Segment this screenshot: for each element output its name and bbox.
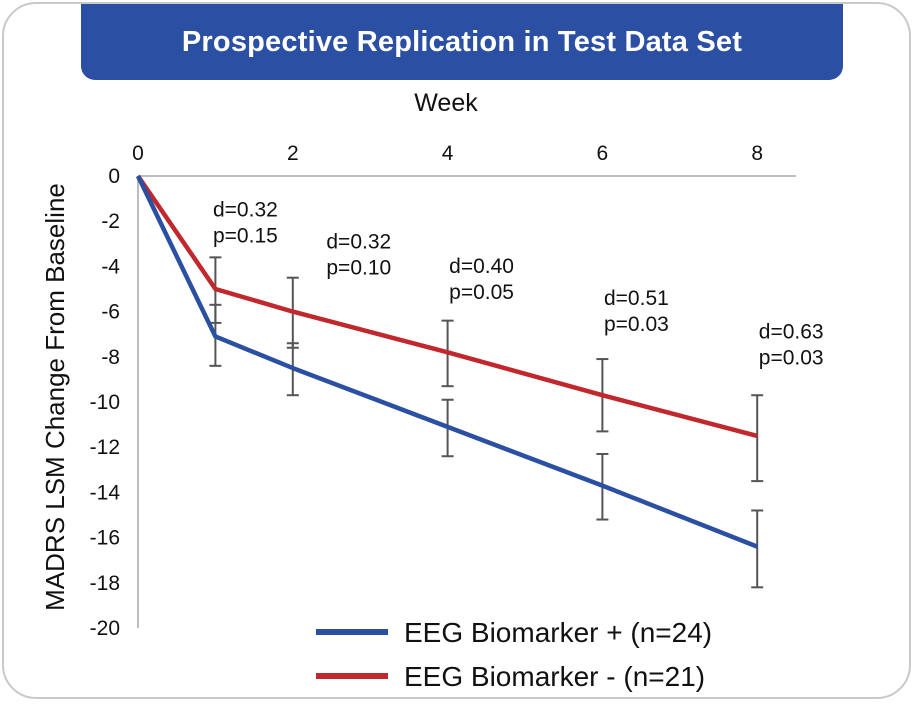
series-line: [136, 174, 758, 439]
legend-label: EEG Biomarker - (n=21): [404, 661, 705, 692]
series-lines: [135, 174, 759, 549]
annotation-p: p=0.15: [213, 225, 278, 248]
y-tick-label: -12: [90, 436, 120, 459]
annotation-d: d=0.51: [604, 287, 669, 310]
y-tick-label: -8: [101, 346, 120, 369]
x-tick-label: 6: [597, 142, 609, 165]
error-bars: [209, 256, 764, 589]
y-tick-label: -2: [101, 210, 120, 233]
chart-title: Prospective Replication in Test Data Set: [181, 25, 743, 58]
series-line: [135, 175, 759, 549]
annotation-p: p=0.03: [759, 347, 824, 370]
y-tick-label: -20: [90, 617, 120, 640]
x-tick-label: 0: [132, 142, 144, 165]
y-tick-label: -6: [101, 301, 120, 324]
y-axis-label: MADRS LSM Change From Baseline: [40, 183, 70, 611]
annotation-d: d=0.63: [759, 321, 824, 344]
axes: 0 2 4 6 8 0 -2 -4 -6 -8 -10 -12 -14 -16 -18 -20: [90, 142, 796, 640]
y-tick-label: -16: [90, 527, 120, 550]
x-axis-label: Week: [414, 89, 478, 117]
x-tick-label: 4: [442, 142, 454, 165]
annotation-p: p=0.05: [449, 281, 514, 304]
annotation-p: p=0.10: [326, 256, 391, 279]
x-tick-label: 8: [751, 142, 763, 165]
annotation-d: d=0.40: [449, 255, 514, 278]
title-bar: Prospective Replication in Test Data Set: [81, 4, 843, 80]
annotations: d=0.32 p=0.15 d=0.32 p=0.10 d=0.40 p=0.05 d=0.…: [213, 199, 824, 370]
y-tick-label: -18: [90, 572, 120, 595]
x-tick-label: 2: [287, 142, 299, 165]
y-tick-label: -14: [90, 481, 121, 504]
legend-label: EEG Biomarker + (n=24): [404, 617, 712, 648]
annotation-d: d=0.32: [326, 230, 391, 253]
annotation-d: d=0.32: [213, 199, 278, 222]
y-tick-label: 0: [108, 165, 120, 188]
annotation-p: p=0.03: [604, 313, 669, 336]
y-tick-label: -4: [101, 255, 120, 278]
legend: EEG Biomarker + (n=24) EEG Biomarker - (n…: [316, 617, 712, 692]
y-tick-label: -10: [90, 391, 120, 414]
